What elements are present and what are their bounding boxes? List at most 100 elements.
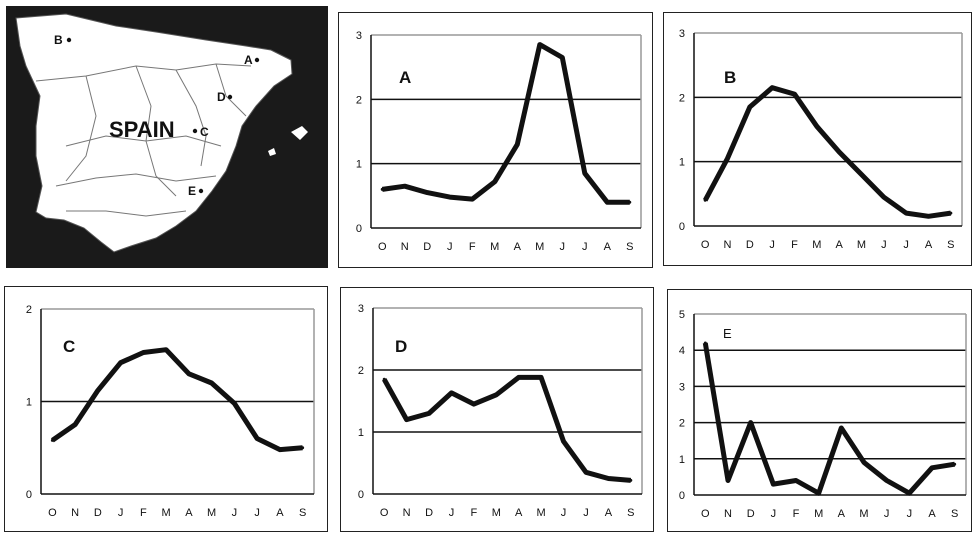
chart-c: 0 1 2 O N D J F M A M J J A S C <box>26 304 315 519</box>
chart-c-xtick-label: O <box>48 507 57 519</box>
chart-b-data-point <box>860 173 863 177</box>
chart-a-xtick-label: M <box>535 241 544 253</box>
spain-map: B A D SPAIN C E <box>6 6 328 268</box>
chart-c-data-point <box>301 446 305 450</box>
site-label-a: A <box>244 53 253 67</box>
chart-b-xtick-label: J <box>903 239 909 251</box>
chart-c-data-point <box>255 437 259 440</box>
chart-e-ytick-label: 4 <box>679 345 685 357</box>
chart-a-data-point <box>403 184 407 188</box>
chart-d-data-point <box>382 377 386 381</box>
chart-a-ytick-label: 3 <box>356 30 362 42</box>
chart-c-data-point <box>187 372 191 376</box>
chart-a-data-point <box>538 43 542 47</box>
chart-b-xtick-label: N <box>724 239 732 251</box>
chart-e-data-point <box>839 426 843 430</box>
chart-d-data-point <box>539 375 543 379</box>
chart-d-ytick-label: 1 <box>358 427 364 439</box>
chart-e-data-point <box>771 482 775 486</box>
chart-b-xtick-label: M <box>857 239 866 251</box>
chart-a-xtick-label: D <box>423 241 431 253</box>
chart-d-data-point <box>517 375 521 379</box>
chart-e-data-point <box>885 479 889 483</box>
chart-a-xtick-label: J <box>560 241 566 253</box>
chart-a: 0 1 2 3 O N D J F M A M J J A S A <box>356 30 642 253</box>
chart-panel-e: 0 1 2 3 4 5 O N D J F M A M J J A S E <box>667 289 972 532</box>
chart-c-xtick-label: N <box>71 507 79 519</box>
chart-c-xtick-label: F <box>140 507 147 519</box>
chart-d-xtick-label: J <box>583 507 589 519</box>
chart-a-title: A <box>399 68 411 87</box>
chart-a-data-point <box>380 187 384 191</box>
chart-c-xtick-label: A <box>276 507 284 519</box>
chart-d-series-line <box>382 374 632 483</box>
chart-e-title: E <box>723 326 732 341</box>
chart-b-ytick-label: 1 <box>679 157 685 169</box>
chart-d-data-point <box>449 391 453 395</box>
chart-a-ytick-label: 0 <box>356 223 362 235</box>
chart-a-xtick-label: A <box>604 241 612 253</box>
chart-e-xtick-label: J <box>771 508 777 520</box>
iberian-peninsula <box>15 13 293 253</box>
chart-panel-a: 0 1 2 3 O N D J F M A M J J A S A <box>338 12 653 268</box>
chart-b-xtick-label: D <box>746 239 754 251</box>
chart-e-xtick-label: D <box>747 508 755 520</box>
chart-e-data-point <box>817 491 821 495</box>
chart-b-ytick-label: 3 <box>679 28 685 40</box>
chart-panel-c: 0 1 2 O N D J F M A M J J A S C <box>4 286 328 532</box>
chart-e-xtick-label: A <box>838 508 846 520</box>
chart-e-data-point <box>749 421 753 425</box>
chart-e-ytick-label: 2 <box>679 418 685 430</box>
chart-e-data-point <box>930 466 934 470</box>
chart-e-xtick-label: O <box>701 508 710 520</box>
chart-b-data-point <box>793 92 796 96</box>
chart-c-series-line <box>50 347 303 453</box>
chart-b-xtick-label: F <box>791 239 798 251</box>
chart-d-data-point <box>562 439 566 443</box>
chart-c-data-point <box>73 423 77 427</box>
chart-c-data-point <box>164 348 168 352</box>
chart-a-data-point <box>425 191 429 195</box>
map-svg: B A D SPAIN C E <box>6 6 328 268</box>
chart-d-xtick-label: A <box>515 507 523 519</box>
chart-d-data-point <box>584 470 588 474</box>
chart-e-data-point <box>907 491 911 495</box>
chart-c-data-point <box>278 448 282 452</box>
chart-a-xtick-label: N <box>401 241 409 253</box>
chart-b-ytick-label: 0 <box>679 221 685 233</box>
chart-b-xtick-label: M <box>812 239 821 251</box>
chart-d-xtick-label: M <box>537 507 546 519</box>
chart-c-xtick-label: A <box>185 507 193 519</box>
chart-a-data-point <box>605 200 609 204</box>
chart-b-xtick-label: A <box>835 239 843 251</box>
chart-c-data-point <box>96 388 100 392</box>
site-marker-a <box>254 57 260 63</box>
chart-a-data-point <box>470 197 474 201</box>
chart-e-data-point <box>953 462 957 466</box>
chart-a-ytick-label: 2 <box>356 94 362 106</box>
chart-e-ytick-label: 0 <box>679 490 685 502</box>
chart-a-data-point <box>628 200 632 204</box>
chart-c-xtick-label: M <box>207 507 216 519</box>
chart-e-ytick-label: 1 <box>679 454 685 466</box>
chart-d-data-point <box>606 477 610 480</box>
chart-b-data-point <box>837 150 841 154</box>
chart-e-xtick-label: F <box>793 508 800 520</box>
chart-d-ytick-label: 3 <box>358 303 364 315</box>
chart-b-data-point <box>949 211 953 215</box>
chart-e-xtick-label: A <box>928 508 936 520</box>
chart-b-data-point <box>882 195 886 199</box>
chart-d-xtick-label: J <box>561 507 567 519</box>
chart-d: 0 1 2 3 O N D J F M A M J J A S D <box>358 303 643 519</box>
site-label-c: C <box>200 125 209 139</box>
site-marker-e <box>198 188 204 194</box>
chart-b-data-point <box>748 105 752 109</box>
chart-e-xtick-label: J <box>884 508 890 520</box>
chart-d-data-point <box>405 418 409 422</box>
chart-a-xtick-label: O <box>378 241 387 253</box>
chart-a-data-point <box>448 195 452 199</box>
chart-a-xtick-label: S <box>626 241 633 253</box>
chart-a-xtick-label: J <box>447 241 453 253</box>
chart-c-xtick-label: J <box>118 507 124 519</box>
chart-c-xtick-label: J <box>232 507 238 519</box>
